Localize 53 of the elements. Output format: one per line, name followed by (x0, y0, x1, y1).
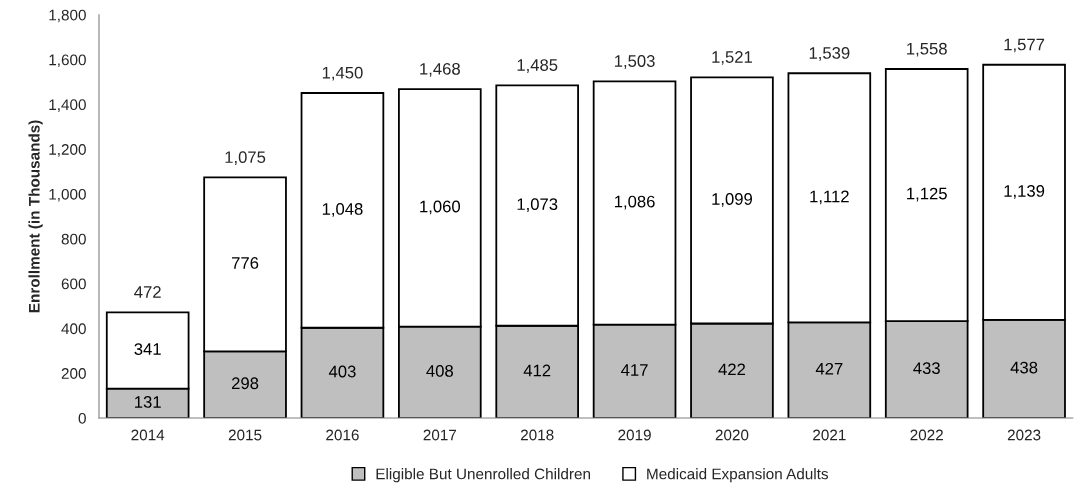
legend-label: Eligible But Unenrolled Children (376, 468, 590, 483)
data-label: 1,048 (322, 203, 363, 217)
y-tick-label: 0 (78, 412, 86, 424)
total-label: 1,577 (1004, 38, 1045, 53)
total-label: 1,485 (517, 59, 558, 73)
total-label: 1,468 (420, 62, 460, 77)
y-tick-label: 400 (61, 323, 86, 335)
x-tick-label: 2018 (520, 429, 554, 441)
total-label: 1,521 (712, 51, 752, 65)
y-tick-label: 800 (61, 233, 86, 245)
y-tick-label: 1,000 (49, 188, 86, 202)
x-tick-label: 2016 (326, 429, 359, 441)
total-label: 1,075 (225, 151, 266, 166)
data-label: 131 (135, 396, 161, 408)
legend-label: Medicaid Expansion Adults (647, 468, 829, 483)
y-axis-title: Enrollment (in Thousands) (28, 120, 43, 313)
total-label: 1,503 (614, 55, 655, 69)
data-label: 1,099 (712, 193, 753, 207)
y-tick-label: 1,400 (49, 99, 86, 112)
x-tick-label: 2023 (1007, 429, 1041, 441)
y-tick-label: 1,600 (49, 54, 86, 68)
y-tick-label: 600 (61, 278, 86, 290)
data-label: 427 (815, 362, 843, 375)
y-tick-label: 1,200 (49, 144, 86, 157)
x-tick-label: 2017 (423, 429, 457, 441)
data-label: 341 (134, 343, 161, 355)
data-label: 1,060 (420, 200, 461, 215)
total-label: 472 (134, 286, 161, 298)
data-label: 422 (718, 363, 746, 376)
data-label: 1,125 (907, 187, 947, 202)
y-tick-label: 1,800 (49, 9, 86, 23)
x-tick-label: 2021 (813, 429, 846, 441)
data-label: 1,139 (1004, 185, 1045, 199)
x-tick-label: 2020 (715, 429, 749, 441)
total-label: 1,539 (809, 47, 850, 61)
data-label: 417 (621, 364, 648, 376)
x-tick-label: 2022 (910, 429, 943, 441)
x-tick-label: 2014 (131, 429, 165, 441)
data-label: 403 (328, 365, 356, 378)
x-tick-label: 2019 (618, 429, 651, 441)
data-label: 776 (232, 257, 259, 269)
data-label: 298 (232, 377, 259, 390)
total-label: 1,450 (322, 66, 363, 81)
data-label: 438 (1010, 361, 1038, 374)
y-tick-label: 200 (61, 368, 86, 379)
data-label: 408 (426, 365, 453, 377)
data-label: 1,086 (614, 195, 655, 210)
total-label: 1,558 (907, 42, 947, 57)
x-tick-label: 2015 (228, 429, 262, 441)
data-label: 433 (913, 362, 940, 375)
data-label: 1,112 (810, 190, 849, 205)
data-label: 1,073 (517, 198, 558, 212)
data-label: 412 (523, 364, 551, 377)
